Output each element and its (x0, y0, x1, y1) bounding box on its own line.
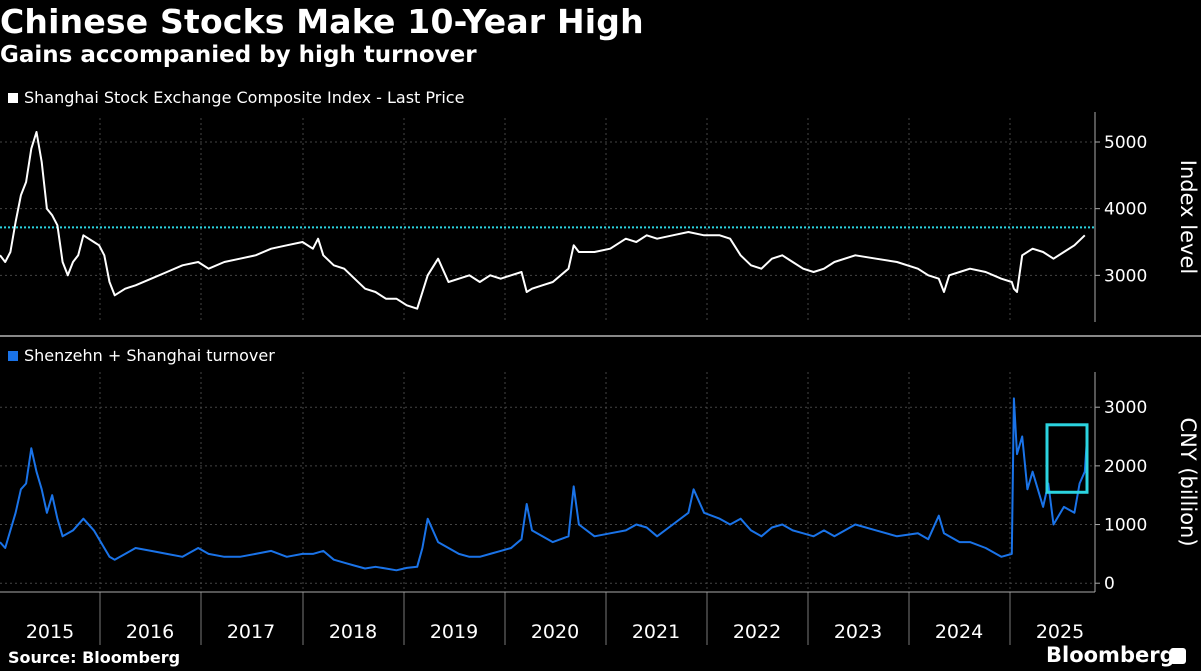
y-axis-title-turnover: CNY (billion) (1176, 417, 1200, 546)
x-tick-label: 2016 (126, 621, 174, 643)
x-tick-label: 2022 (733, 621, 781, 643)
legend-index: Shanghai Stock Exchange Composite Index … (8, 88, 464, 107)
brand-logo: Bloomberg (1046, 643, 1175, 667)
series-line-turnover (0, 397, 1088, 572)
x-tick-label: 2015 (26, 621, 74, 643)
x-tick-label: 2018 (329, 621, 377, 643)
y-tick-label-turnover: 3000 (1104, 398, 1147, 418)
source-note: Source: Bloomberg (8, 648, 181, 667)
y-tick-label-turnover: 0 (1104, 574, 1115, 594)
x-tick-label: 2021 (632, 621, 680, 643)
y-tick-label-index: 5000 (1104, 133, 1147, 153)
legend-label-index: Shanghai Stock Exchange Composite Index … (24, 88, 465, 107)
x-tick-label: 2020 (531, 621, 579, 643)
legend-swatch-index (8, 92, 18, 103)
y-tick-label-index: 4000 (1104, 200, 1147, 220)
x-tick-label: 2025 (1036, 621, 1084, 643)
y-tick-label-turnover: 2000 (1104, 457, 1147, 477)
legend-label-turnover: Shenzehn + Shanghai turnover (24, 346, 275, 365)
chart-title: Chinese Stocks Make 10-Year High (0, 2, 644, 41)
y-tick-label-turnover: 1000 (1104, 516, 1147, 536)
x-tick-label: 2023 (834, 621, 882, 643)
y-axis-title-index: Index level (1176, 160, 1200, 274)
brand-icon (1170, 648, 1186, 664)
x-tick-label: 2019 (430, 621, 478, 643)
series-line-index (0, 131, 1086, 310)
legend-swatch-turnover (8, 350, 18, 361)
legend-turnover: Shenzehn + Shanghai turnover (8, 346, 275, 365)
y-tick-label-index: 3000 (1104, 266, 1147, 286)
highlight-box (1045, 423, 1089, 494)
chart-subtitle: Gains accompanied by high turnover (0, 42, 477, 68)
x-tick-label: 2017 (227, 621, 275, 643)
x-tick-label: 2024 (935, 621, 983, 643)
